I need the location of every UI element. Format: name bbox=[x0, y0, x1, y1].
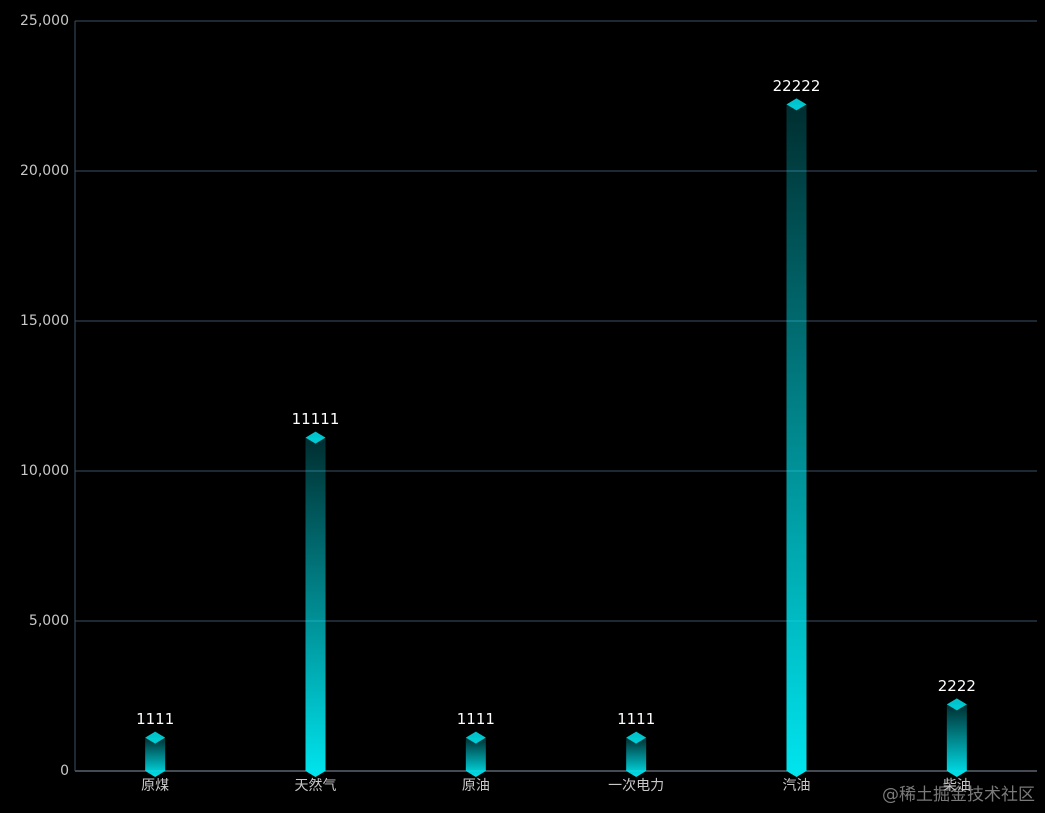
x-tick-label: 原油 bbox=[462, 778, 490, 794]
x-tick-label: 原煤 bbox=[141, 778, 169, 794]
bar-cap bbox=[786, 98, 807, 111]
x-tick-label: 汽油 bbox=[783, 778, 811, 794]
bar-cap bbox=[305, 431, 326, 444]
bar bbox=[465, 737, 486, 777]
value-label: 1111 bbox=[136, 710, 174, 728]
bar bbox=[946, 704, 967, 777]
y-tick-label: 0 bbox=[60, 763, 69, 779]
value-label: 1111 bbox=[617, 710, 655, 728]
x-tick-label: 一次电力 bbox=[608, 778, 664, 794]
bar bbox=[305, 437, 326, 777]
bar-cap bbox=[946, 698, 967, 711]
x-tick-label: 柴油 bbox=[943, 778, 971, 794]
y-tick-label: 15,000 bbox=[20, 313, 69, 329]
y-tick-label: 10,000 bbox=[20, 463, 69, 479]
value-label: 1111 bbox=[457, 710, 495, 728]
y-tick-label: 5,000 bbox=[29, 613, 69, 629]
x-tick-label: 天然气 bbox=[295, 777, 337, 794]
bar-cap bbox=[145, 731, 166, 744]
value-label: 2222 bbox=[938, 677, 976, 695]
value-label: 11111 bbox=[292, 410, 340, 428]
bar bbox=[145, 737, 166, 777]
y-tick-label: 25,000 bbox=[20, 13, 69, 29]
bar bbox=[786, 104, 807, 778]
watermark: @稀土掘金技术社区 bbox=[882, 785, 1035, 805]
bar bbox=[626, 737, 647, 777]
value-label: 22222 bbox=[773, 77, 821, 95]
bar-cap bbox=[626, 731, 647, 744]
bar-cap bbox=[465, 731, 486, 744]
y-tick-label: 20,000 bbox=[20, 163, 69, 179]
